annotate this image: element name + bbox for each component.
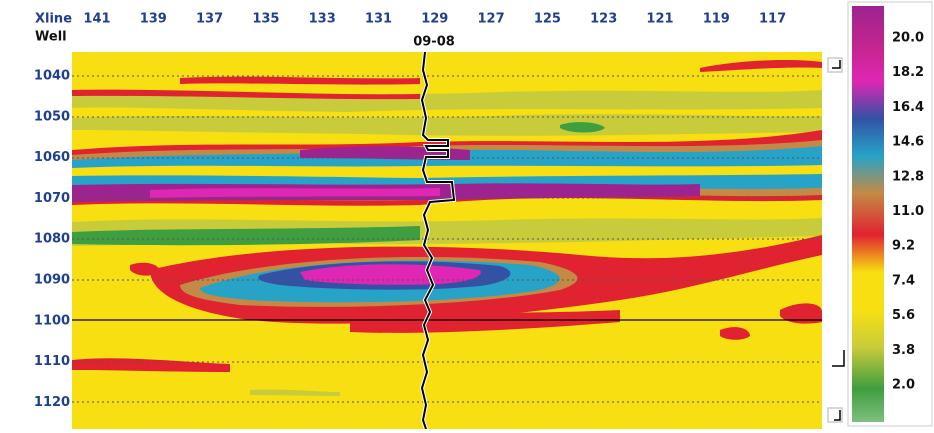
colorbar-label: 12.8 — [892, 169, 924, 184]
xline-number: 131 — [365, 12, 392, 27]
depth-label: 1110 — [34, 354, 70, 369]
xline-number: 119 — [703, 12, 730, 27]
colorbar-label: 7.4 — [892, 273, 915, 288]
colorbar-label: 11.0 — [892, 204, 924, 219]
band — [72, 89, 420, 100]
band — [150, 188, 440, 198]
band — [700, 60, 822, 72]
colorbar-label: 16.4 — [892, 100, 924, 115]
depth-label: 1120 — [34, 395, 70, 410]
band — [72, 114, 822, 136]
band — [250, 389, 340, 396]
scroll-controls — [827, 57, 845, 423]
xline-number: 129 — [421, 12, 448, 27]
depth-label: 1090 — [34, 273, 70, 288]
xline-number: 133 — [309, 12, 336, 27]
depth-grid — [72, 75, 822, 403]
well-label: Well — [35, 30, 67, 45]
depth-label: 1070 — [34, 191, 70, 206]
colorbar-label: 14.6 — [892, 135, 924, 150]
scroll-up[interactable] — [827, 57, 843, 73]
colorbar-frame — [847, 1, 933, 427]
band — [720, 327, 750, 340]
band — [130, 262, 160, 276]
scroll-down[interactable] — [827, 407, 843, 423]
colorbar — [852, 6, 884, 422]
band — [72, 165, 822, 178]
depth-label: 1040 — [34, 69, 70, 84]
xline-number: 121 — [646, 12, 673, 27]
band — [180, 76, 420, 85]
xline-number: 123 — [590, 12, 617, 27]
colorbar-label: 20.0 — [892, 31, 924, 46]
xline-number: 139 — [140, 12, 167, 27]
section-plot — [72, 52, 822, 429]
scroll-up-icon — [832, 60, 841, 69]
depth-label: 1100 — [34, 313, 70, 328]
scroll-down-icon — [834, 410, 841, 421]
colorbar-label: 3.8 — [892, 343, 915, 358]
band — [72, 358, 230, 372]
band — [780, 303, 822, 324]
well-name: 09-08 — [413, 35, 455, 50]
xline-number: 125 — [534, 12, 561, 27]
well-log — [420, 52, 456, 429]
colorbar-label: 5.6 — [892, 308, 915, 323]
band — [300, 264, 481, 285]
xline-number: 141 — [83, 12, 110, 27]
depth-label: 1060 — [34, 150, 70, 165]
depth-label: 1050 — [34, 109, 70, 124]
depth-label: 1080 — [34, 232, 70, 247]
band — [350, 310, 620, 333]
colorbar-label: 18.2 — [892, 65, 924, 80]
colorbar-label: 9.2 — [892, 239, 915, 254]
xline-label: Xline — [35, 12, 72, 27]
xline-number: 137 — [196, 12, 223, 27]
scroll-thumb[interactable] — [832, 350, 845, 367]
band — [72, 226, 420, 246]
xline-number: 135 — [252, 12, 279, 27]
colorbar-label: 2.0 — [892, 378, 915, 393]
xline-number: 127 — [478, 12, 505, 27]
band — [560, 122, 605, 133]
xline-number: 117 — [759, 12, 786, 27]
